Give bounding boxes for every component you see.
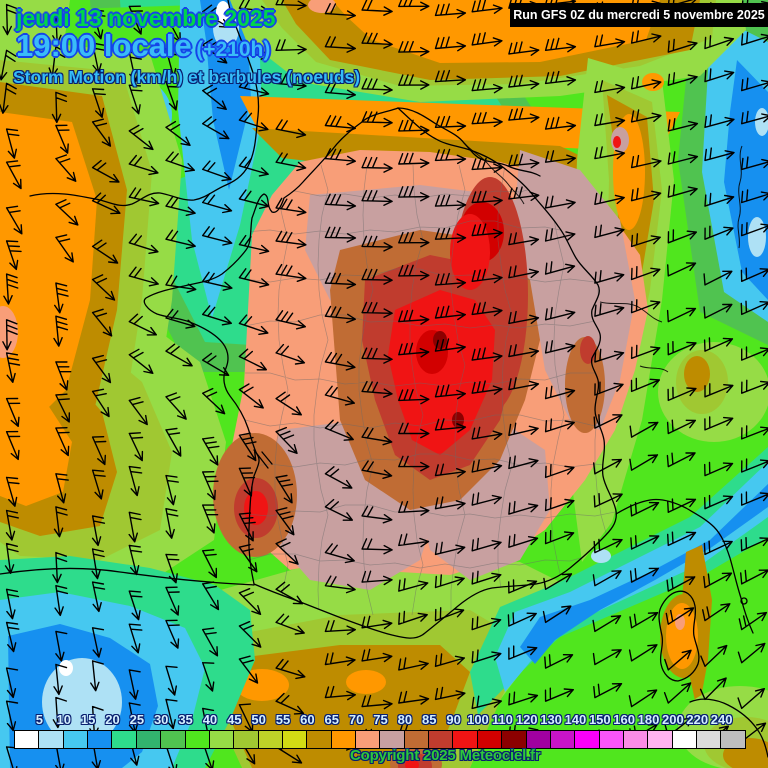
sardinia-coastline: [689, 698, 768, 758]
run-info-box: Run GFS 0Z du mercredi 5 novembre 2025: [510, 3, 768, 27]
department-borders-layer: [244, 164, 617, 616]
elba-island: [740, 597, 748, 605]
forecast-date: jeudi 13 novembre 2025: [16, 5, 276, 31]
spain-coastline: [0, 567, 255, 586]
alps-border: [639, 365, 669, 373]
rhine-river: [737, 145, 743, 249]
netherlands-coastline: [397, 107, 541, 177]
corsica-coastline: [658, 590, 700, 682]
country-borders-layer: [463, 142, 743, 373]
italy-coastline: [615, 498, 754, 634]
parameter-title: Storm Motion (km/h) et barbules (noeuds): [13, 67, 361, 87]
copyright-text: Copyright 2025 Meteociel.fr: [350, 747, 541, 764]
forecast-time: 19:00 locale (+210h): [16, 28, 270, 64]
gironde-estuary: [253, 449, 273, 469]
swiss-border: [599, 301, 663, 323]
run-info-label: Run GFS 0Z du mercredi 5 novembre 2025: [513, 8, 765, 22]
france-coastline: [143, 107, 617, 639]
belgium-germany-border: [463, 142, 525, 205]
forecast-hour-offset: (+210h): [196, 38, 271, 61]
local-time: 19:00 locale: [16, 28, 192, 63]
